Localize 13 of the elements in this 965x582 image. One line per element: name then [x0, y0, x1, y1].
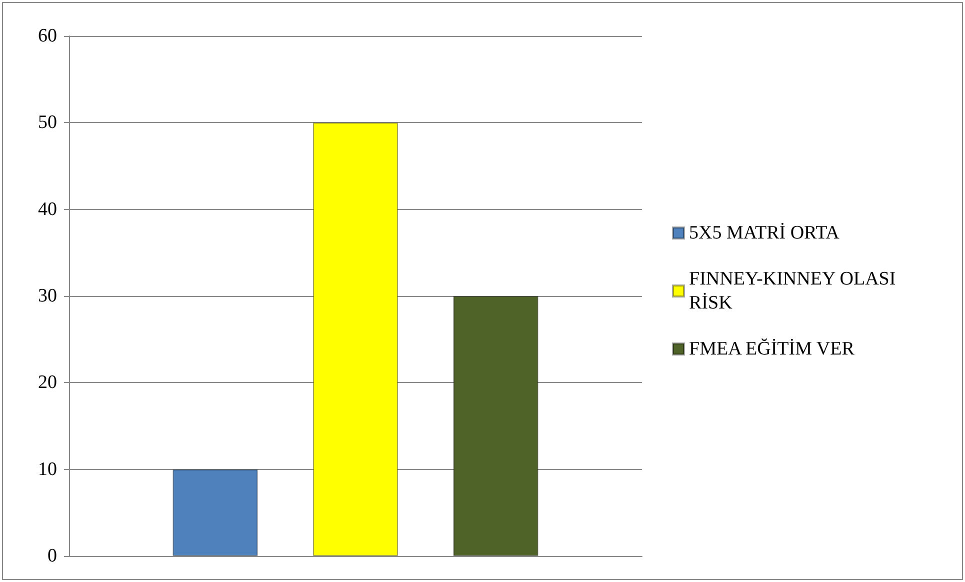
- legend-label: 5X5 MATRİ ORTA: [689, 222, 840, 244]
- y-tick-label: 50: [38, 112, 57, 134]
- y-tick-label: 20: [38, 372, 57, 394]
- bar: [453, 296, 538, 556]
- y-tick-label: 60: [38, 26, 57, 46]
- y-tick-label: 30: [38, 286, 57, 306]
- y-tick-label: 0: [48, 546, 57, 566]
- y-tick-label: 10: [38, 458, 57, 480]
- y-tick-label: 40: [38, 198, 57, 220]
- legend-label: FMEA EĞİTİM VER: [689, 338, 855, 360]
- bar: [313, 122, 398, 556]
- bar: [172, 469, 258, 556]
- legend-label: FINNEY-KINNEY OLASI RİSK: [689, 268, 900, 314]
